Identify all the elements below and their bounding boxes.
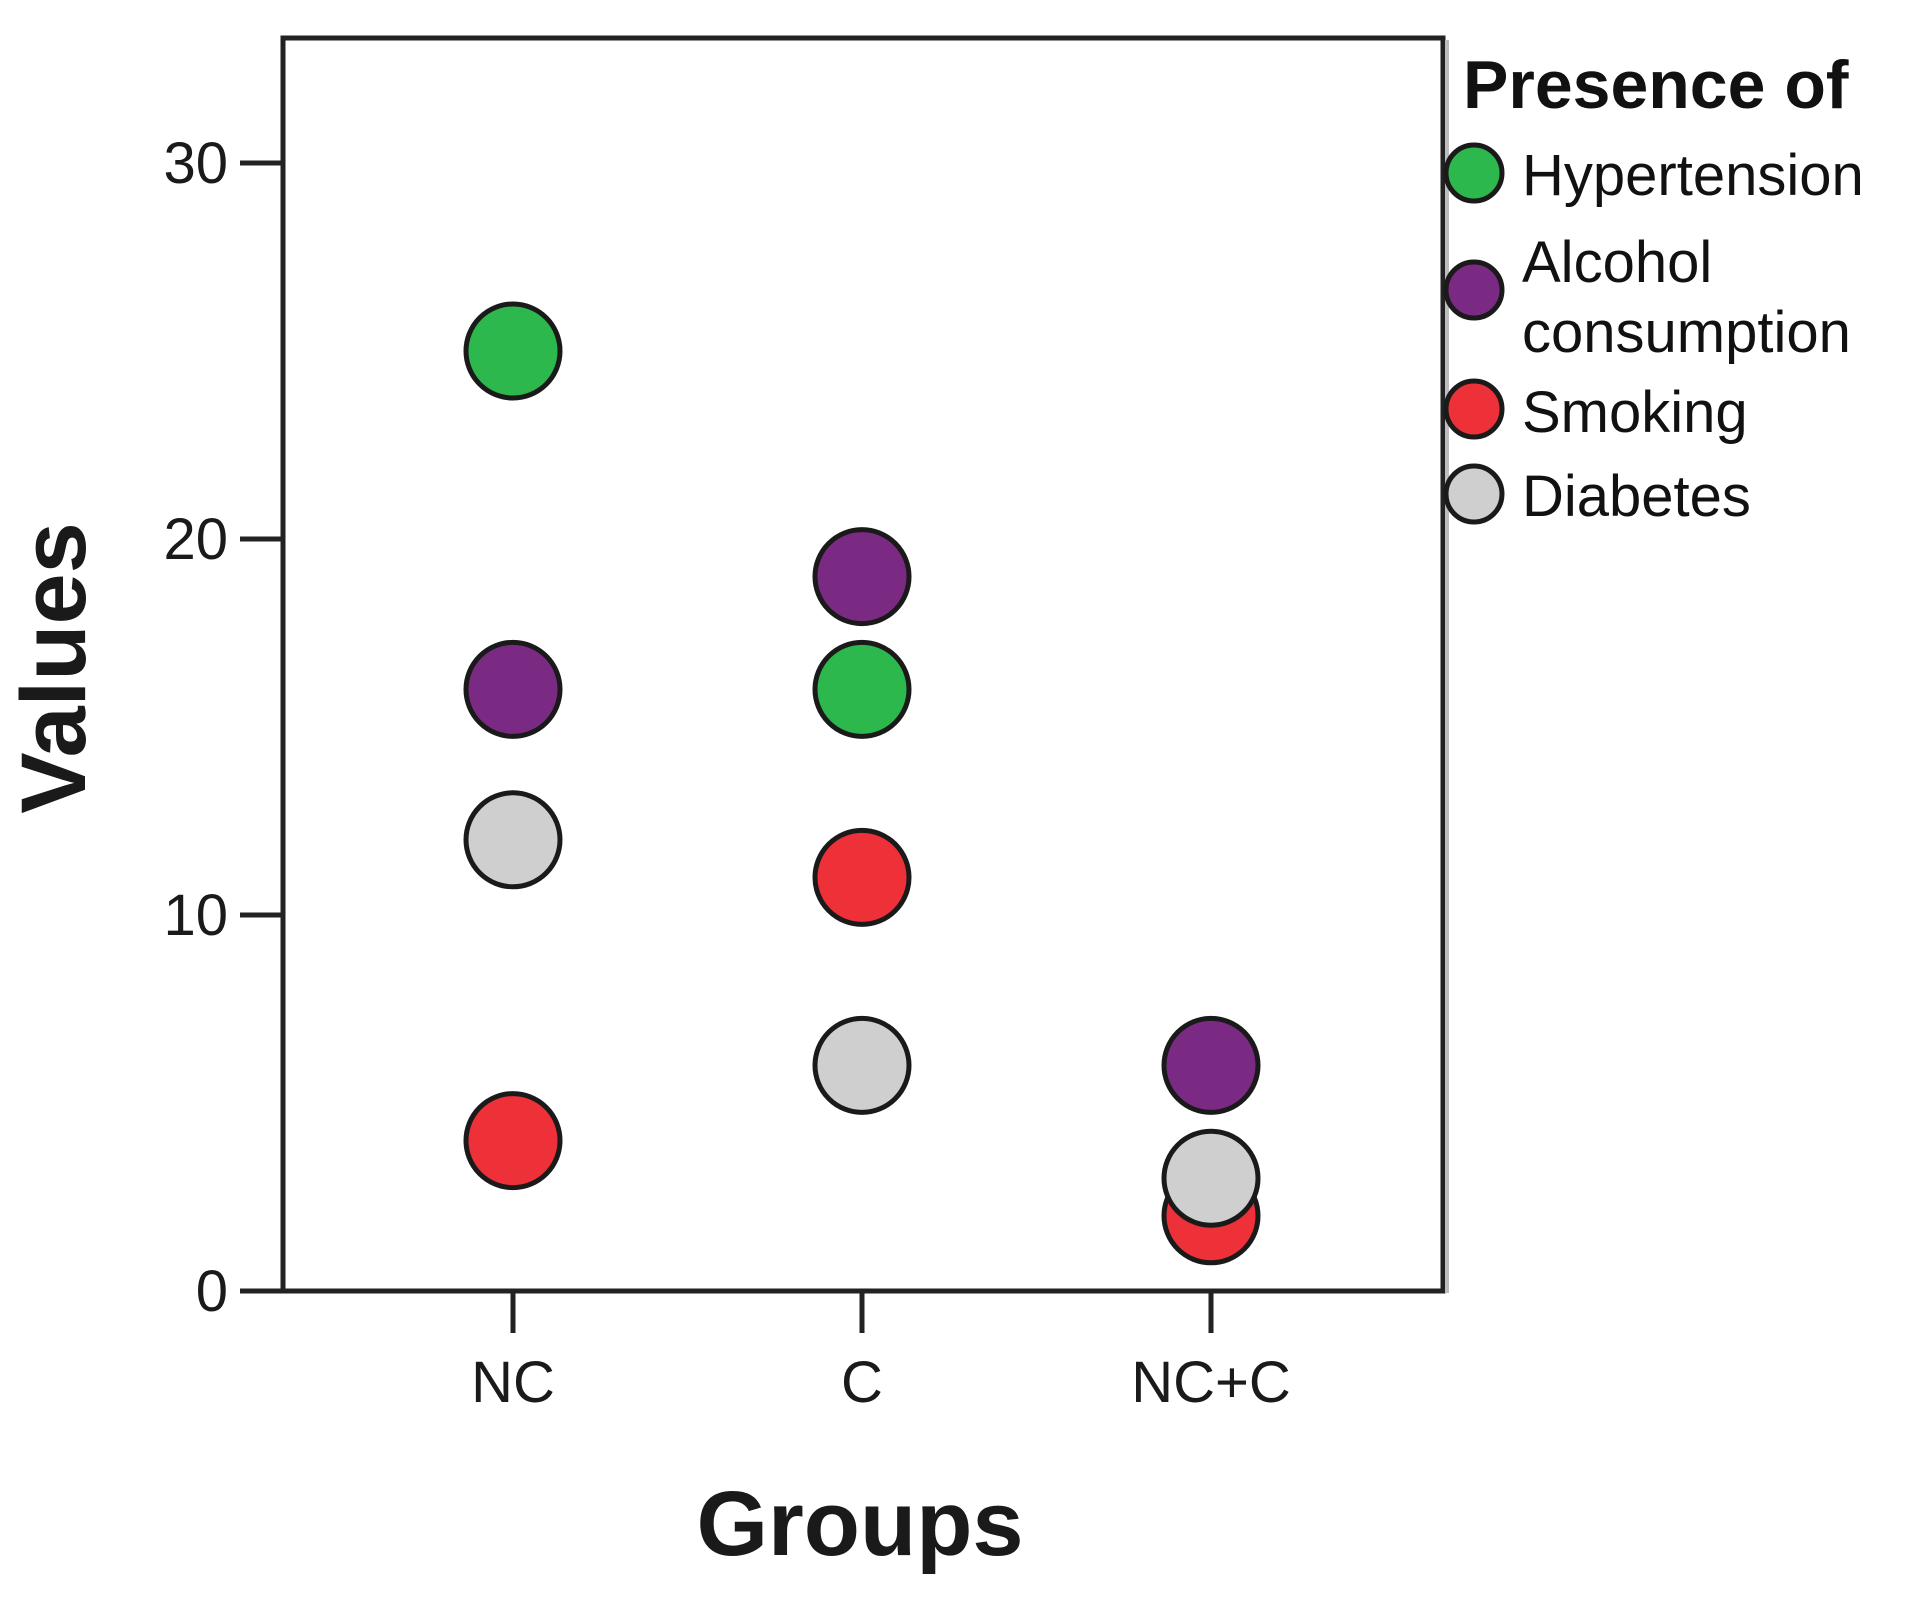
y-tick-label-10: 10 (163, 883, 228, 948)
point-smoking-c (812, 827, 912, 927)
y-tick-label-20: 20 (163, 507, 228, 572)
legend-label-alcohol-consumption: Alcohol (1522, 230, 1712, 295)
point-alcohol-consumption-c (812, 527, 912, 627)
legend-label-smoking: Smoking (1522, 380, 1748, 445)
data-points (463, 301, 1261, 1266)
y-tick-label-0: 0 (196, 1259, 228, 1324)
legend-title: Presence of (1463, 47, 1849, 123)
legend-marker-diabetes (1443, 463, 1505, 525)
x-tick-label-NC: NC (471, 1350, 555, 1415)
point-diabetes-nc-plus-c (1161, 1128, 1261, 1228)
legend-label-alcohol-consumption-line2: consumption (1522, 300, 1851, 365)
legend-label-diabetes: Diabetes (1522, 464, 1751, 529)
legend-label-hypertension: Hypertension (1522, 143, 1864, 208)
point-diabetes-c (812, 1015, 912, 1115)
x-tick-label-NC+C: NC+C (1131, 1350, 1291, 1415)
y-tick-label-30: 30 (163, 131, 228, 196)
point-alcohol-consumption-nc-plus-c (1161, 1015, 1261, 1115)
x-axis: NC C NC+C (471, 1291, 1291, 1415)
legend-marker-alcohol-consumption (1443, 259, 1505, 321)
point-hypertension-c (812, 639, 912, 739)
legend-marker-hypertension (1443, 142, 1505, 204)
x-tick-label-C: C (841, 1350, 883, 1415)
point-hypertension-nc (463, 301, 563, 401)
point-diabetes-nc (463, 790, 563, 890)
y-axis-title: Values (3, 522, 105, 814)
point-smoking-nc (463, 1091, 563, 1191)
legend-marker-smoking (1443, 378, 1505, 440)
legend: Presence of Hypertension Alcoholconsumpti… (1443, 47, 1864, 529)
x-axis-title: Groups (696, 1473, 1023, 1575)
point-alcohol-consumption-nc (463, 639, 563, 739)
y-axis: 0 10 20 30 (163, 131, 283, 1324)
